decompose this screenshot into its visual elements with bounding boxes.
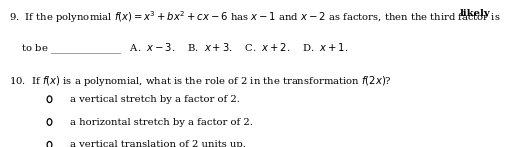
Text: 10.  If $f(x)$ is a polynomial, what is the role of 2 in the transformation $f(2: 10. If $f(x)$ is a polynomial, what is t… <box>9 74 392 87</box>
Text: 9.  If the polynomial $f(x) = x^3 + bx^2 + cx - 6$ has $x-1$ and $x-2$ as factor: 9. If the polynomial $f(x) = x^3 + bx^2 … <box>9 9 502 25</box>
Text: to be ______________   A.  $x - 3$.    B.  $x + 3$.    C.  $x + 2$.    D.  $x + : to be ______________ A. $x - 3$. B. $x +… <box>9 41 349 56</box>
Text: a vertical stretch by a factor of 2.: a vertical stretch by a factor of 2. <box>70 95 240 104</box>
Text: likely: likely <box>460 9 490 18</box>
Text: a vertical translation of 2 units up.: a vertical translation of 2 units up. <box>70 140 246 147</box>
Text: a horizontal stretch by a factor of 2.: a horizontal stretch by a factor of 2. <box>70 117 253 127</box>
